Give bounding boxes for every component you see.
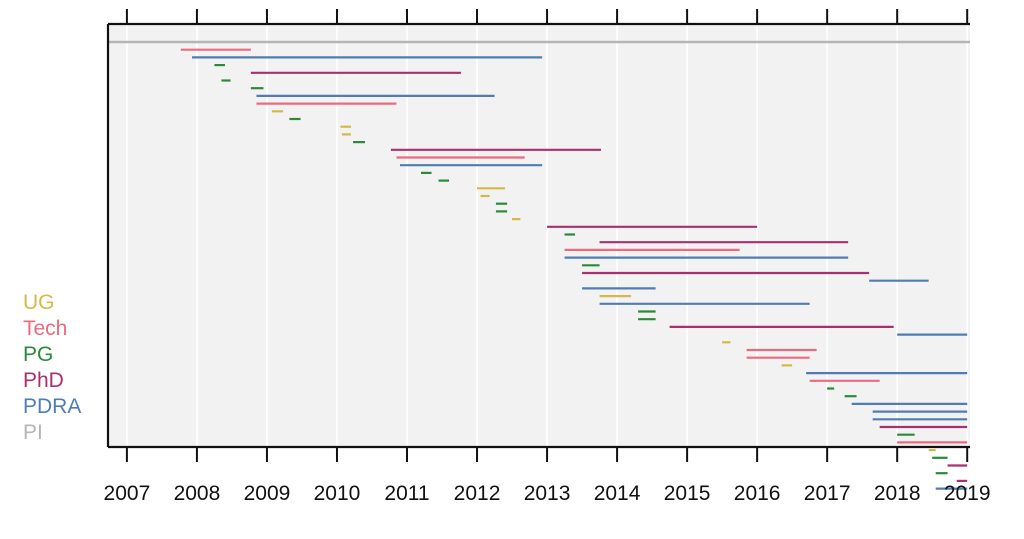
x-tick-label: 2013 (524, 482, 571, 505)
legend-item-ug: UG (23, 291, 55, 314)
x-tick-label: 2008 (174, 482, 221, 505)
plot-background (108, 24, 970, 447)
x-tick-label: 2014 (594, 482, 641, 505)
x-axis-tick-labels: 2007 2008 2009 2010 2011 2012 2013 2014 2015 2016… (104, 482, 991, 505)
legend: UG Tech PG PhD PDRA PI (23, 291, 81, 444)
legend-item-tech: Tech (23, 317, 67, 340)
x-tick-label: 2009 (244, 482, 291, 505)
legend-item-phd: PhD (23, 369, 64, 392)
x-tick-label: 2015 (664, 482, 711, 505)
legend-item-pdra: PDRA (23, 395, 81, 418)
x-tick-label: 2018 (874, 482, 921, 505)
axes (106, 9, 970, 462)
role-bars (108, 40, 970, 490)
legend-item-pg: PG (23, 343, 53, 366)
legend-item-pi: PI (23, 421, 43, 444)
x-tick-label: 2011 (384, 482, 429, 505)
x-tick-label: 2012 (454, 482, 501, 505)
x-tick-label: 2017 (804, 482, 851, 505)
x-tick-label: 2019 (944, 482, 991, 505)
x-tick-label: 2016 (734, 482, 781, 505)
x-tick-label: 2007 (104, 482, 151, 505)
grid-lines (126, 24, 968, 447)
x-tick-label: 2010 (314, 482, 361, 505)
